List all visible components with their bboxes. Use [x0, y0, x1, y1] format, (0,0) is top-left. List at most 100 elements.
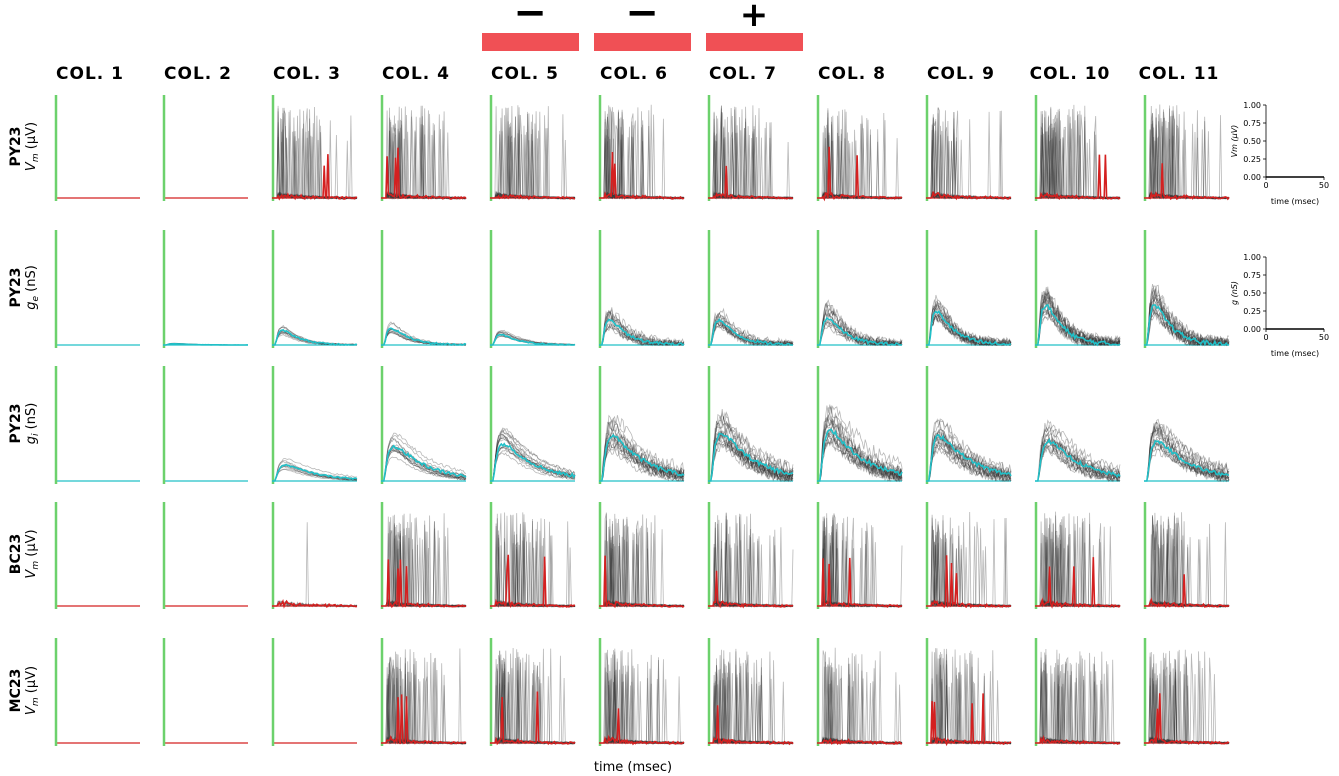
- trial-trace: [926, 315, 1012, 346]
- stimulus-bar: [594, 33, 691, 51]
- y-axis-label: g (nS): [1230, 281, 1239, 305]
- trial-trace: [599, 445, 685, 482]
- trial-trace: [708, 431, 794, 482]
- stimulus-bar: [482, 33, 579, 51]
- row-measure: Vm (μV): [24, 122, 41, 171]
- trial-trace: [599, 312, 684, 347]
- trial-trace: [1035, 312, 1121, 347]
- trial-trace: [708, 318, 794, 346]
- trial-trace: [1144, 424, 1230, 482]
- mean-trace: [599, 708, 685, 746]
- y-tick-label: 0.00: [1243, 173, 1261, 182]
- trace-panel: [598, 502, 685, 609]
- trial-trace: [1035, 426, 1121, 482]
- row-cell-name: MC23: [8, 669, 24, 713]
- trace-panel: [816, 502, 903, 609]
- trial-trace: [926, 544, 1012, 608]
- trial-trace: [490, 445, 576, 482]
- y-tick-label: 0.00: [1243, 325, 1261, 334]
- trial-trace: [708, 317, 794, 347]
- trial-trace: [490, 329, 576, 346]
- trial-trace: [1035, 111, 1121, 200]
- stimulus-indicators: − − +: [482, 0, 803, 51]
- mean-trace: [163, 343, 248, 346]
- mean-trace: [381, 327, 467, 346]
- trial-trace: [817, 318, 903, 346]
- trial-trace: [926, 303, 1012, 346]
- trial-trace: [599, 422, 685, 482]
- trace-panel: [54, 95, 140, 201]
- trial-trace: [926, 300, 1012, 346]
- mean-trace: [817, 316, 903, 347]
- trial-trace: [926, 657, 1012, 745]
- row-measure: gi (nS): [24, 403, 41, 445]
- trial-trace: [926, 444, 1012, 482]
- trial-trace: [708, 540, 794, 608]
- trial-trace: [817, 428, 903, 482]
- trial-trace: [599, 326, 685, 346]
- trial-trace: [817, 437, 903, 482]
- row-measure: Vm (μV): [24, 529, 41, 578]
- trace-panels: [54, 95, 1230, 747]
- mean-trace: [490, 691, 576, 746]
- trace-panel: [816, 95, 903, 202]
- trace-panel: [380, 366, 467, 484]
- column-title: COL. 7: [709, 64, 777, 84]
- trace-panel: [1035, 419, 1121, 483]
- trial-trace: [1035, 295, 1121, 347]
- trace-panel: [380, 95, 467, 201]
- mean-trace: [1035, 734, 1121, 745]
- trial-trace: [1144, 295, 1230, 347]
- mean-trace: [1144, 439, 1229, 482]
- column-title: COL. 11: [1139, 64, 1220, 84]
- trial-trace: [1035, 419, 1121, 482]
- x-tick-label: 0: [1263, 333, 1268, 342]
- trial-trace: [708, 409, 794, 482]
- trace-panel: [598, 366, 685, 484]
- trial-trace: [490, 652, 576, 745]
- trial-trace: [1144, 298, 1229, 346]
- trial-trace: [817, 108, 903, 200]
- mean-trace: [817, 738, 903, 746]
- trial-trace: [381, 449, 467, 482]
- trial-trace: [817, 311, 903, 346]
- trace-panel: [816, 230, 903, 348]
- trial-trace: [599, 418, 685, 482]
- y-tick-label: 1.00: [1243, 101, 1261, 110]
- trial-trace: [1144, 418, 1230, 482]
- trial-trace: [1144, 649, 1230, 745]
- trial-trace: [599, 326, 685, 346]
- trial-trace: [817, 415, 903, 482]
- trial-trace: [272, 468, 358, 482]
- stimulus-sign: −: [513, 0, 547, 36]
- mean-trace: [599, 433, 685, 482]
- stimulus-sign: −: [625, 0, 659, 36]
- trial-trace: [708, 422, 794, 482]
- trial-trace: [381, 435, 467, 482]
- x-tick-label: 0: [1263, 181, 1268, 190]
- trial-trace: [1035, 445, 1121, 482]
- mean-trace: [708, 570, 794, 609]
- trial-trace: [926, 435, 1012, 482]
- mean-trace: [490, 442, 576, 482]
- trial-trace: [1144, 295, 1229, 347]
- stimulus-bar: [706, 33, 803, 51]
- trial-trace: [1144, 421, 1230, 482]
- column-title: COL. 4: [382, 64, 450, 84]
- trial-trace: [926, 447, 1012, 482]
- trial-trace: [817, 302, 903, 347]
- trial-trace: [1144, 298, 1230, 347]
- trial-trace: [272, 332, 358, 346]
- trial-trace: [381, 527, 467, 608]
- trial-trace: [599, 414, 685, 482]
- trial-trace: [1144, 426, 1230, 482]
- trial-trace: [708, 323, 794, 346]
- trial-trace: [1144, 654, 1230, 745]
- y-tick-label: 0.75: [1243, 271, 1261, 280]
- trial-trace: [1035, 289, 1121, 347]
- trial-trace: [708, 443, 794, 483]
- mean-trace: [381, 444, 467, 482]
- trial-trace: [708, 519, 794, 608]
